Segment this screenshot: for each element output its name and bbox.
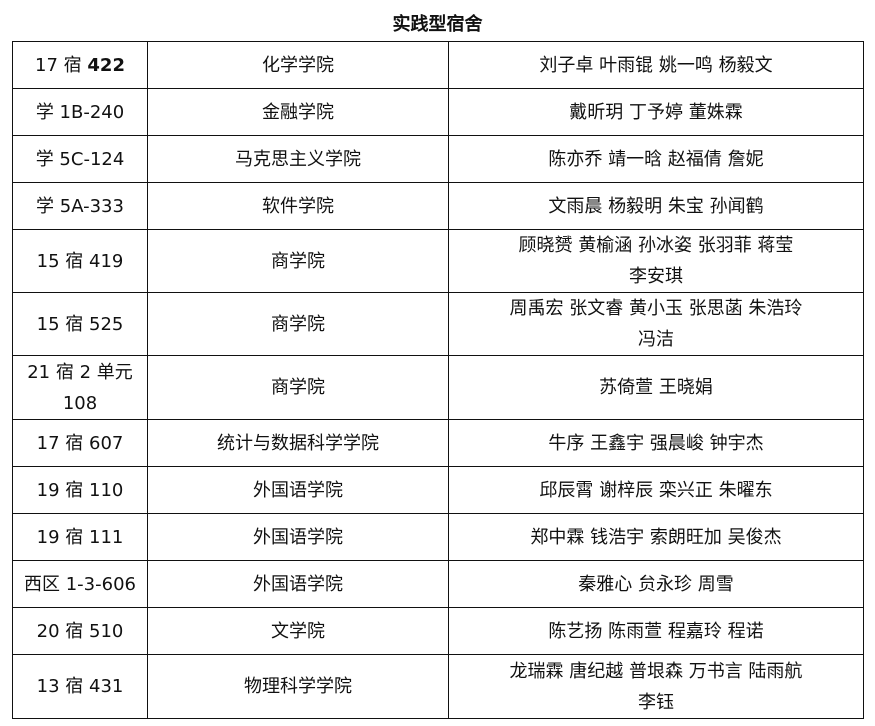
room-cell: 学 5A-333 (12, 182, 148, 230)
members-cell: 郑中霖 钱浩宇 索朗旺加 吴俊杰 (448, 513, 864, 561)
college-cell: 软件学院 (147, 182, 449, 230)
college-cell: 商学院 (147, 355, 449, 420)
college-cell: 外国语学院 (147, 466, 449, 514)
room-cell: 西区 1-3-606 (12, 560, 148, 608)
members-line: 李安琪 (629, 266, 683, 287)
college-cell: 马克思主义学院 (147, 135, 449, 183)
room-number: 422 (87, 54, 125, 76)
room-cell: 15 宿 419 (12, 229, 148, 293)
table-row: 20 宿 510 文学院 陈艺扬 陈雨萱 程嘉玲 程诺 (12, 607, 864, 655)
college-cell: 化学学院 (147, 41, 449, 89)
college-cell: 统计与数据科学学院 (147, 419, 449, 467)
college-cell: 外国语学院 (147, 513, 449, 561)
document-title: 实践型宿舍 (392, 14, 483, 35)
table-row: 21 宿 2 单元 108 商学院 苏倚萱 王晓娟 (12, 355, 864, 420)
members-cell: 龙瑞霖 唐纪越 普垠森 万书言 陆雨航 李钰 (448, 654, 864, 719)
members-line: 顾晓赟 黄榆涵 孙冰姿 张羽菲 蒋莹 (518, 235, 794, 256)
room-cell: 21 宿 2 单元 108 (12, 355, 148, 420)
room-cell: 学 1B-240 (12, 88, 148, 136)
table-row: 学 5A-333 软件学院 文雨晨 杨毅明 朱宝 孙闻鹤 (12, 182, 864, 230)
members-cell: 秦雅心 贠永珍 周雪 (448, 560, 864, 608)
members-cell: 顾晓赟 黄榆涵 孙冰姿 张羽菲 蒋莹 李安琪 (448, 229, 864, 293)
members-line: 龙瑞霖 唐纪越 普垠森 万书言 陆雨航 (509, 660, 803, 682)
table-row: 17 宿 422 化学学院 刘子卓 叶雨锟 姚一鸣 杨毅文 (12, 41, 864, 89)
members-cell: 陈亦乔 靖一晗 赵福倩 詹妮 (448, 135, 864, 183)
table-row: 学 1B-240 金融学院 戴昕玥 丁予婷 董姝霖 (12, 88, 864, 136)
table-row: 学 5C-124 马克思主义学院 陈亦乔 靖一晗 赵福倩 詹妮 (12, 135, 864, 183)
members-cell: 苏倚萱 王晓娟 (448, 355, 864, 420)
dormitory-table: 17 宿 422 化学学院 刘子卓 叶雨锟 姚一鸣 杨毅文 学 1B-240 金… (12, 41, 864, 719)
members-cell: 周禹宏 张文睿 黄小玉 张思菡 朱浩玲 冯洁 (448, 292, 864, 356)
table-row: 15 宿 525 商学院 周禹宏 张文睿 黄小玉 张思菡 朱浩玲 冯洁 (12, 292, 864, 356)
table-row: 17 宿 607 统计与数据科学学院 牛序 王鑫宇 强晨峻 钟宇杰 (12, 419, 864, 467)
college-cell: 文学院 (147, 607, 449, 655)
members-cell: 刘子卓 叶雨锟 姚一鸣 杨毅文 (448, 41, 864, 89)
table-row: 19 宿 110 外国语学院 邱辰霄 谢梓辰 栾兴正 朱曜东 (12, 466, 864, 514)
college-cell: 金融学院 (147, 88, 449, 136)
members-line: 周禹宏 张文睿 黄小玉 张思菡 朱浩玲 (509, 298, 803, 319)
members-cell: 牛序 王鑫宇 强晨峻 钟宇杰 (448, 419, 864, 467)
room-text: 17 宿 (35, 54, 88, 76)
room-cell: 17 宿 422 (12, 41, 148, 89)
members-cell: 戴昕玥 丁予婷 董姝霖 (448, 88, 864, 136)
room-line: 21 宿 2 单元 (27, 361, 133, 383)
table-row: 15 宿 419 商学院 顾晓赟 黄榆涵 孙冰姿 张羽菲 蒋莹 李安琪 (12, 229, 864, 293)
members-cell: 文雨晨 杨毅明 朱宝 孙闻鹤 (448, 182, 864, 230)
room-cell: 20 宿 510 (12, 607, 148, 655)
room-cell: 13 宿 431 (12, 654, 148, 719)
members-line: 冯洁 (638, 329, 674, 350)
room-line: 108 (62, 392, 98, 414)
college-cell: 外国语学院 (147, 560, 449, 608)
room-cell: 19 宿 110 (12, 466, 148, 514)
college-cell: 商学院 (147, 229, 449, 293)
table-row: 19 宿 111 外国语学院 郑中霖 钱浩宇 索朗旺加 吴俊杰 (12, 513, 864, 561)
room-cell: 17 宿 607 (12, 419, 148, 467)
table-row: 西区 1-3-606 外国语学院 秦雅心 贠永珍 周雪 (12, 560, 864, 608)
college-cell: 物理科学学院 (147, 654, 449, 719)
members-line: 李钰 (638, 691, 674, 713)
room-cell: 学 5C-124 (12, 135, 148, 183)
room-cell: 19 宿 111 (12, 513, 148, 561)
college-cell: 商学院 (147, 292, 449, 356)
room-cell: 15 宿 525 (12, 292, 148, 356)
members-cell: 邱辰霄 谢梓辰 栾兴正 朱曜东 (448, 466, 864, 514)
members-cell: 陈艺扬 陈雨萱 程嘉玲 程诺 (448, 607, 864, 655)
table-row: 13 宿 431 物理科学学院 龙瑞霖 唐纪越 普垠森 万书言 陆雨航 李钰 (12, 654, 864, 719)
